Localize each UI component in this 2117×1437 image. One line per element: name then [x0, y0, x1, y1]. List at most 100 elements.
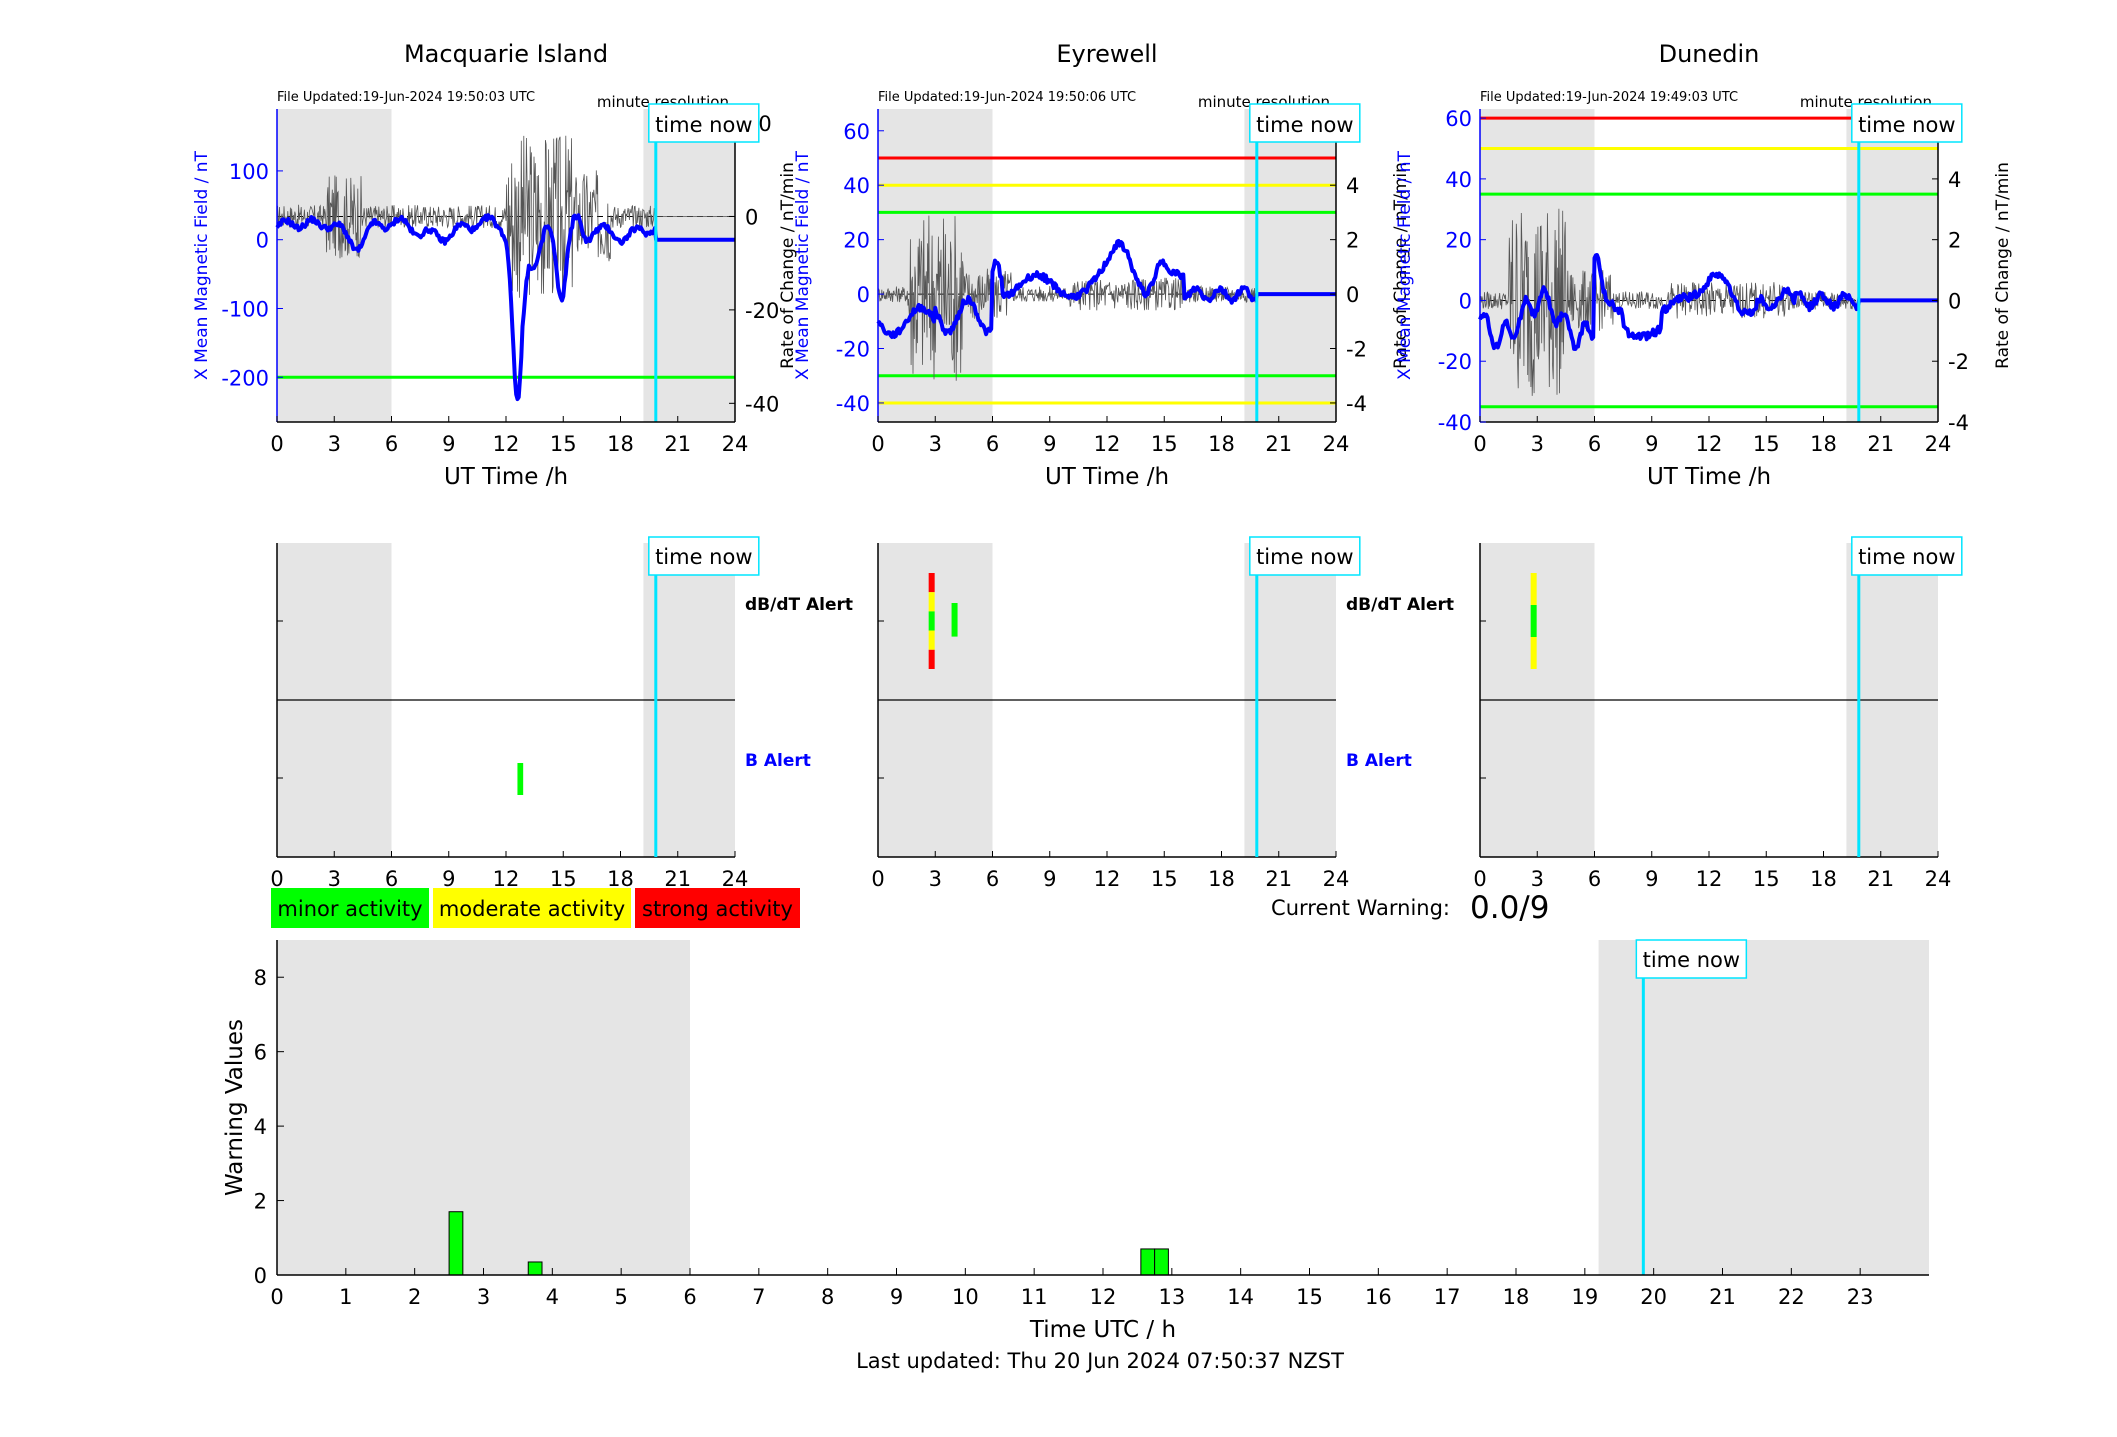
night-shade	[277, 109, 392, 422]
x-tick-label: 17	[1434, 1285, 1461, 1309]
x-tick-label: 15	[1151, 867, 1178, 891]
dbdt-alert-bar	[928, 573, 935, 593]
x-tick-label: 21	[1265, 867, 1292, 891]
y-tick-label-left: 20	[843, 229, 870, 253]
y-tick-label-left: -40	[1438, 411, 1472, 435]
x-tick-label: 21	[1867, 867, 1894, 891]
y-axis-label: Warning Values	[222, 1019, 248, 1196]
night-shade	[1846, 109, 1938, 422]
y-tick-label-left: 0	[256, 229, 269, 253]
x-tick-label: 21	[1265, 432, 1292, 456]
x-tick-label: 6	[683, 1285, 696, 1309]
legend-swatch-0	[271, 888, 429, 928]
y-axis-label-left: X Mean Magnetic Field / nT	[1395, 150, 1415, 380]
x-axis-label: UT Time /h	[1647, 464, 1771, 490]
time-now-box	[648, 103, 760, 143]
y-tick-label-left: -20	[1438, 350, 1472, 374]
x-tick-label: 1	[339, 1285, 352, 1309]
x-tick-label: 3	[929, 432, 942, 456]
x-tick-label: 9	[442, 867, 455, 891]
panel-title-1: Macquarie Island	[404, 40, 608, 68]
x-tick-label: 6	[385, 432, 398, 456]
night-shade	[1480, 109, 1595, 422]
dbdt-alert-bar	[951, 603, 958, 637]
file-updated-text: File Updated:19-Jun-2024 19:50:06 UTC	[878, 90, 1136, 105]
file-updated-text: File Updated:19-Jun-2024 19:49:03 UTC	[1480, 90, 1738, 105]
x-tick-label: 4	[546, 1285, 559, 1309]
x-tick-label: 6	[385, 867, 398, 891]
x-tick-label: 10	[952, 1285, 979, 1309]
legend-swatch-2	[635, 888, 800, 928]
x-tick-label: 3	[477, 1285, 490, 1309]
x-axis-label: Time UTC / h	[1029, 1317, 1176, 1343]
b-alert-label: B Alert	[745, 751, 811, 771]
y-tick-label-right: 0	[745, 205, 758, 229]
dbdt-alert-bar	[1530, 573, 1537, 605]
x-tick-label: 0	[871, 867, 884, 891]
time-now-label: time now	[655, 545, 752, 569]
time-now-label: time now	[1643, 948, 1740, 972]
y-axis-label-left: X Mean Magnetic Field / nT	[192, 150, 212, 380]
x-tick-label: 2	[408, 1285, 421, 1309]
y-axis-label-right: Rate of Change / nT/min	[1391, 162, 1411, 369]
y-tick-label-left: 0	[1459, 289, 1472, 313]
alert-panel-3: time now 0 3 6 9 12 15 18 21 24	[1473, 536, 1963, 891]
time-now-box	[1635, 939, 1748, 979]
activity-legend: minor activity moderate activity strong ac…	[271, 888, 800, 928]
y-tick-label-left: 40	[843, 174, 870, 198]
x-tick-label: 18	[607, 432, 634, 456]
legend-label: moderate activity	[439, 897, 625, 921]
x-tick-label: 18	[1810, 432, 1837, 456]
x-tick-label: 12	[493, 867, 520, 891]
y-tick-label-left: 60	[1445, 107, 1472, 131]
x-tick-label: 14	[1227, 1285, 1254, 1309]
y-tick-label-right: -20	[745, 299, 779, 323]
legend-label: strong activity	[642, 897, 793, 921]
y-tick-label-left: -200	[221, 366, 269, 390]
file-updated-text: File Updated:19-Jun-2024 19:50:03 UTC	[277, 90, 535, 105]
time-now-label: time now	[1256, 113, 1353, 137]
night-shade	[643, 109, 735, 422]
x-tick-label: 12	[493, 432, 520, 456]
night-shade	[277, 940, 690, 1275]
y-tick-label-right: 0	[1948, 289, 1961, 313]
y-tick-label: 4	[254, 1115, 267, 1139]
y-axis-label-right: Rate of Change / nT/min	[1993, 162, 2013, 369]
night-shade	[1598, 940, 1929, 1275]
x-tick-label: 18	[1503, 1285, 1530, 1309]
dbdt-alert-label: dB/dT Alert	[1346, 595, 1454, 615]
x-tick-label: 13	[1158, 1285, 1185, 1309]
night-shade	[878, 109, 993, 422]
time-now-box	[648, 536, 760, 576]
x-tick-label: 3	[1531, 432, 1544, 456]
x-tick-label: 15	[550, 432, 577, 456]
y-tick-label-left: 0	[857, 283, 870, 307]
y-tick-label-right: 4	[1346, 174, 1359, 198]
x-tick-label: 12	[1094, 432, 1121, 456]
time-now-label: time now	[1858, 113, 1955, 137]
x-tick-label: 23	[1847, 1285, 1874, 1309]
x-tick-label: 12	[1090, 1285, 1117, 1309]
x-tick-label: 15	[550, 867, 577, 891]
y-tick-label-left: -20	[836, 338, 870, 362]
x-tick-label: 6	[986, 867, 999, 891]
x-tick-label: 6	[986, 432, 999, 456]
x-axis-label: UT Time /h	[1045, 464, 1169, 490]
x-tick-label: 21	[1867, 432, 1894, 456]
y-tick-label-right: 2	[1948, 229, 1961, 253]
y-tick-label-right: -40	[745, 392, 779, 416]
x-tick-label: 7	[752, 1285, 765, 1309]
current-warning-label: Current Warning:	[1271, 896, 1450, 920]
y-tick-label-right: -4	[1346, 392, 1367, 416]
dbdt-alert-bar	[1530, 637, 1537, 669]
time-now-label: time now	[1858, 545, 1955, 569]
y-axis-label-left-rate: Rate of Change / nT/min	[778, 162, 798, 369]
y-tick-label-right: 4	[1948, 168, 1961, 192]
x-tick-label: 15	[1296, 1285, 1323, 1309]
x-tick-label: 21	[664, 867, 691, 891]
time-now-label: time now	[655, 113, 752, 137]
x-tick-label: 0	[270, 432, 283, 456]
